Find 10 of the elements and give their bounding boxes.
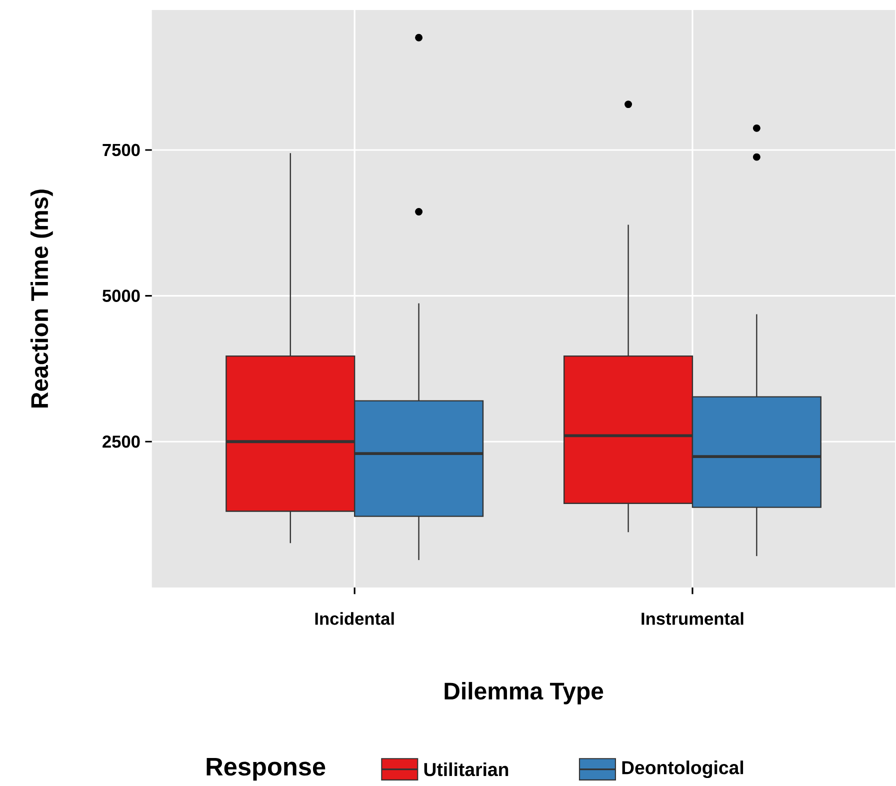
x-axis-title: Dilemma Type <box>444 682 604 704</box>
y-tick-label: 7500 <box>102 144 140 156</box>
legend-label: Deontological <box>622 760 744 778</box>
y-tick-label: 2500 <box>102 435 140 448</box>
legend-title: Response <box>206 758 326 780</box>
x-tick-label: Incidental <box>315 612 394 625</box>
y-axis-title: Reaction Time (ms) <box>30 189 53 408</box>
legend-label: Utilitarian <box>424 762 508 776</box>
y-tick-label: 5000 <box>102 290 140 302</box>
x-tick-label: Instrumental <box>642 612 744 625</box>
